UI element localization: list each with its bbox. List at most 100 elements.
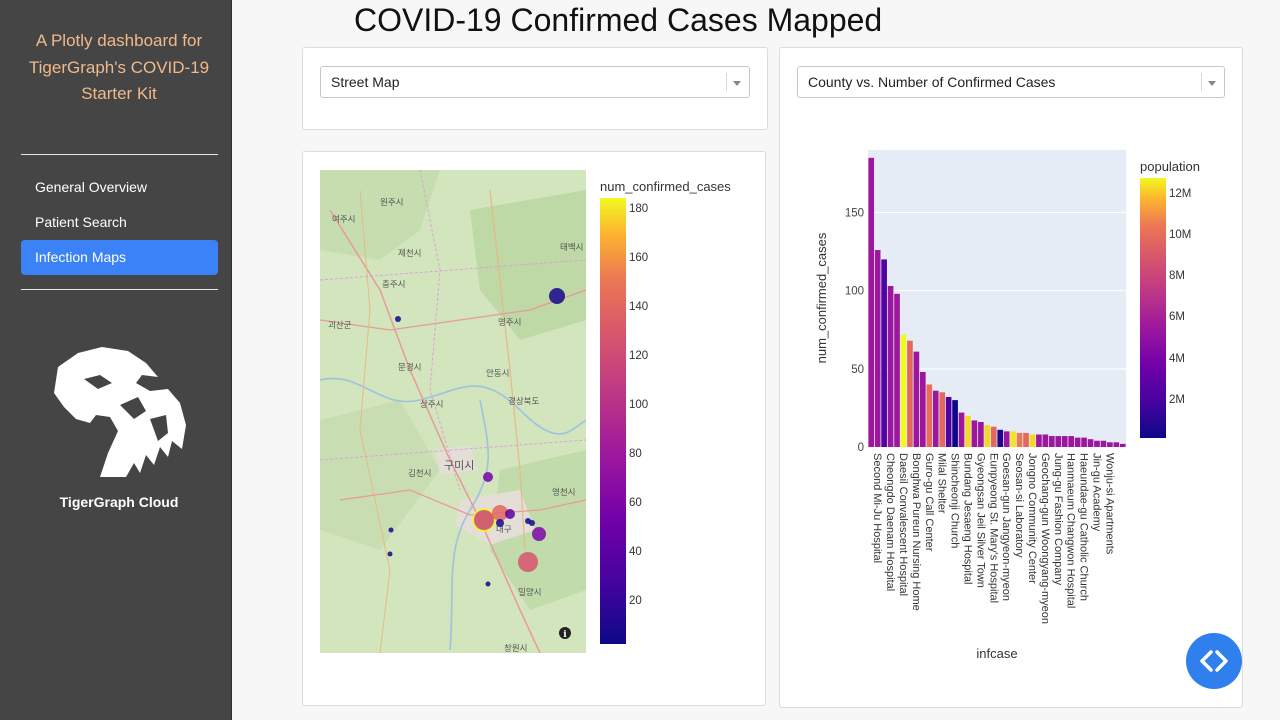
bar[interactable] [894, 293, 900, 447]
bar[interactable] [1042, 434, 1049, 447]
bar[interactable] [1003, 431, 1010, 447]
x-tick-label: Geochang-gun Woongyang-myeon [1039, 453, 1051, 624]
bar[interactable] [1113, 442, 1120, 447]
bar[interactable] [1029, 434, 1036, 447]
bar[interactable] [887, 285, 894, 447]
map-point[interactable] [395, 316, 401, 322]
bar[interactable] [907, 340, 913, 447]
bar[interactable] [1010, 431, 1016, 447]
svg-text:i: i [563, 630, 567, 640]
bar[interactable] [1016, 432, 1023, 447]
bar[interactable] [997, 429, 1004, 447]
bar[interactable] [984, 425, 991, 447]
bar[interactable] [990, 426, 997, 447]
bar[interactable] [900, 334, 907, 447]
plot-area [868, 150, 1126, 447]
population-colorbar-title: population [1140, 159, 1200, 174]
bar[interactable] [1036, 434, 1042, 447]
code-toggle-button[interactable] [1186, 633, 1242, 689]
chart-type-dropdown[interactable]: County vs. Number of Confirmed Cases [797, 66, 1225, 98]
map-place-label: 밀양시 [518, 587, 541, 597]
bar[interactable] [939, 392, 945, 447]
bar[interactable] [1061, 436, 1068, 447]
map-style-dropdown[interactable]: Street Map [320, 66, 750, 98]
bar[interactable] [1094, 440, 1100, 447]
bar[interactable] [1087, 439, 1094, 447]
bar[interactable] [932, 390, 939, 447]
map-point[interactable] [483, 472, 493, 482]
bar[interactable] [1074, 437, 1081, 447]
map-place-label: 경상북도 [508, 396, 539, 406]
map-colorbar-tick: 40 [629, 546, 642, 559]
sidebar-divider [21, 289, 218, 290]
dropdown-separator [1201, 73, 1202, 91]
population-colorbar-tick: 8M [1169, 270, 1185, 283]
x-axis-label: infcase [976, 646, 1017, 661]
map-place-label: 충주시 [382, 279, 405, 289]
map-point[interactable] [518, 552, 538, 572]
sidebar-title: A Plotly dashboard for TigerGraph's COVI… [28, 31, 210, 103]
bar[interactable] [868, 157, 875, 447]
nav-item-general-overview[interactable]: General Overview [35, 179, 148, 195]
bar[interactable] [874, 250, 881, 447]
map-colorbar-tick: 120 [629, 350, 649, 363]
map-colorbar-tick: 20 [629, 595, 642, 608]
x-tick-label: Second Mi-Ju Hospital [871, 453, 883, 563]
bar[interactable] [1081, 437, 1087, 447]
nav-item-patient-search[interactable]: Patient Search [35, 214, 127, 230]
y-tick-label: 100 [845, 286, 864, 298]
bar[interactable] [965, 415, 971, 447]
bar-chart[interactable]: 0 50 100 150 Second Mi-Ju Hospital Cheongdo … [800, 145, 1230, 675]
bar[interactable] [1100, 440, 1107, 447]
map-point[interactable] [529, 520, 535, 526]
bar[interactable] [913, 351, 920, 447]
bar[interactable] [1023, 432, 1029, 447]
bar[interactable] [926, 384, 933, 447]
map-point[interactable] [485, 581, 491, 587]
map-point[interactable] [505, 509, 515, 519]
bar[interactable] [881, 259, 887, 447]
y-tick-label: 50 [851, 364, 864, 376]
bar[interactable] [978, 421, 984, 447]
x-tick-label: Haeundae-gu Catholic Church [1078, 453, 1090, 601]
map-point[interactable] [387, 551, 393, 557]
chevron-down-icon [1208, 81, 1216, 86]
map-place-label: 대구 [496, 524, 512, 534]
map-style-dropdown-value: Street Map [331, 74, 400, 90]
map-point[interactable] [388, 527, 394, 533]
map-colorbar-tick: 140 [629, 301, 649, 314]
map-point[interactable] [474, 510, 494, 530]
bar[interactable] [1049, 436, 1055, 447]
map-point[interactable] [549, 288, 565, 304]
bar[interactable] [1055, 436, 1062, 447]
x-tick-label: Daesil Convalescent Hospital [897, 453, 909, 596]
x-tick-label: Jongno Community Center [1026, 453, 1038, 584]
nav-item-infection-maps[interactable]: Infection Maps [21, 240, 218, 275]
x-tick-label: Gyeongsan Jeil Silver Town [974, 453, 986, 588]
bar[interactable] [958, 412, 965, 447]
info-icon[interactable] [559, 627, 571, 639]
bar[interactable] [1107, 442, 1113, 447]
population-colorbar-tick: 4M [1169, 352, 1185, 365]
map-colorbar-tick: 60 [629, 497, 642, 510]
map-place-label: 제천시 [398, 248, 421, 258]
bar[interactable] [945, 396, 952, 447]
logo-caption: TigerGraph Cloud [59, 494, 179, 510]
x-tick-label: Guro-gu Call Center [923, 453, 935, 552]
x-tick-label: Jung-gu Fashion Company [1052, 453, 1064, 586]
map-colorbar-tick: 80 [629, 448, 642, 461]
bar[interactable] [952, 400, 958, 447]
street-map[interactable]: 여주시 원주시 제천시 태백시 충주시 영주시 괴산군 문경시 안동시 상주시 경상북도 구미시 김천시… [320, 170, 586, 653]
map-point[interactable] [532, 527, 546, 541]
map-style-card: Street Map [302, 47, 768, 130]
bar[interactable] [971, 420, 978, 447]
page-title: COVID-19 Confirmed Cases Mapped [354, 2, 883, 38]
map-point[interactable] [492, 505, 508, 521]
bar[interactable] [1119, 443, 1126, 447]
bar[interactable] [1068, 436, 1074, 447]
chevron-down-icon [733, 81, 741, 86]
map-point[interactable] [496, 519, 504, 527]
map-place-label: 창원시 [504, 643, 527, 653]
bar[interactable] [920, 371, 926, 447]
